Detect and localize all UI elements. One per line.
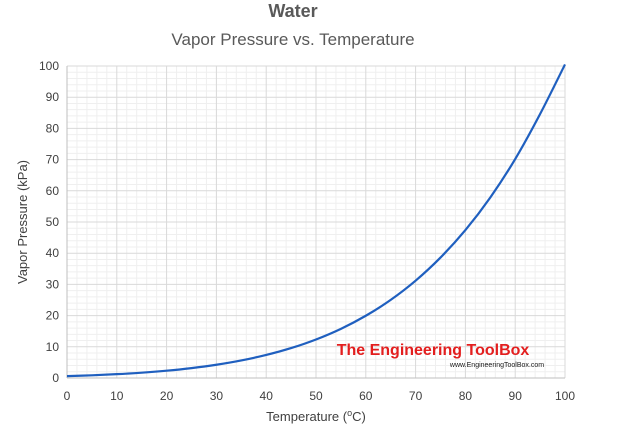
watermark-url-text: www.EngineeringToolBox.com	[449, 362, 544, 369]
data-point	[465, 229, 466, 230]
data-point	[116, 374, 117, 375]
x-tick-label: 50	[309, 389, 323, 403]
y-tick-label: 50	[46, 215, 60, 229]
data-point	[166, 370, 167, 371]
x-tick-labels: 0 10 20 30 40 50 60 70 80 90 100	[64, 389, 576, 403]
x-tick-label: 0	[64, 389, 71, 403]
chart-subtitle: Vapor Pressure vs. Temperature	[171, 30, 414, 49]
x-axis-label-superscript: o	[347, 408, 352, 418]
x-tick-label: 70	[409, 389, 423, 403]
y-tick-label: 30	[46, 277, 60, 291]
y-tick-label: 100	[39, 59, 59, 73]
x-axis-label-main: Temperature (	[266, 409, 348, 424]
series-line	[66, 63, 566, 378]
major-gridlines	[66, 65, 566, 379]
chart-title: Water	[268, 1, 317, 21]
data-point	[415, 280, 416, 281]
data-point	[91, 375, 92, 376]
axes	[66, 66, 565, 379]
x-axis-label: Temperature (oC)	[266, 408, 366, 424]
data-point	[66, 376, 67, 377]
watermark-main-text: The Engineering ToolBox	[337, 342, 530, 359]
y-axis-label: Vapor Pressure (kPa)	[15, 160, 30, 284]
x-tick-label: 90	[509, 389, 523, 403]
y-tick-label: 70	[46, 153, 60, 167]
x-tick-label: 80	[459, 389, 473, 403]
data-point	[515, 158, 516, 159]
data-point	[191, 368, 192, 369]
x-tick-label: 30	[210, 389, 224, 403]
y-tick-label: 10	[46, 340, 60, 354]
y-tick-label: 60	[46, 184, 60, 198]
x-tick-label: 100	[555, 389, 575, 403]
data-point	[241, 360, 242, 361]
data-point	[340, 328, 341, 329]
data-point	[440, 257, 441, 258]
y-tick-label: 90	[46, 90, 60, 104]
series-group	[66, 63, 566, 378]
y-tick-label: 20	[46, 309, 60, 323]
data-point	[540, 113, 541, 114]
data-point	[216, 364, 217, 365]
y-tick-label: 80	[46, 121, 60, 135]
watermark: The Engineering ToolBox www.EngineeringT…	[337, 342, 545, 369]
x-tick-label: 20	[160, 389, 174, 403]
x-axis-label-end: C)	[352, 409, 366, 424]
data-point	[490, 197, 491, 198]
x-tick-label: 10	[110, 389, 124, 403]
y-tick-label: 0	[52, 371, 59, 385]
data-point	[291, 347, 292, 348]
data-point	[390, 299, 391, 300]
x-tick-label: 60	[359, 389, 373, 403]
data-point	[564, 64, 565, 65]
y-tick-labels: 0 10 20 30 40 50 60 70 80 90 100	[39, 59, 59, 385]
data-point	[365, 315, 366, 316]
data-point	[141, 372, 142, 373]
data-point	[315, 339, 316, 340]
data-point	[266, 354, 267, 355]
x-tick-label: 40	[260, 389, 274, 403]
y-tick-label: 40	[46, 246, 60, 260]
